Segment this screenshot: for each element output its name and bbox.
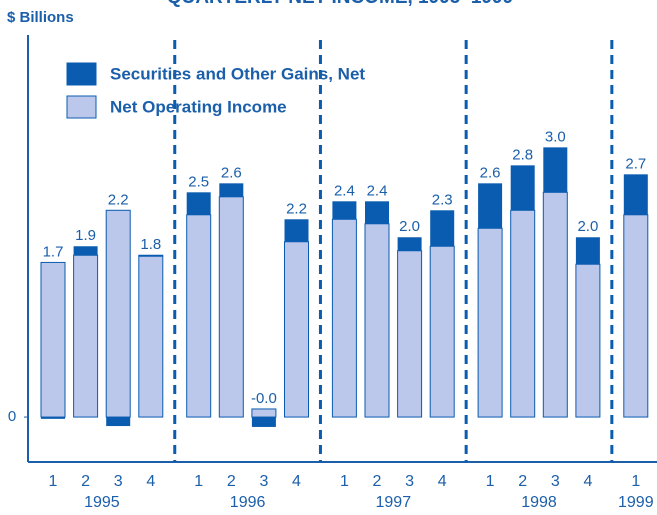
bar [623, 174, 648, 215]
data-label: 2.6 [221, 164, 242, 181]
bar [186, 192, 211, 215]
bar [73, 254, 99, 418]
year-label: 1995 [84, 494, 120, 511]
data-label: 2.5 [188, 173, 209, 190]
bar [397, 237, 422, 251]
bar [623, 214, 649, 418]
bar [510, 165, 535, 211]
x-tick-label: 3 [114, 473, 123, 490]
bar [218, 196, 244, 418]
data-label: 3.0 [545, 128, 566, 145]
year-label: 1996 [230, 494, 266, 511]
bar [477, 227, 503, 418]
year-label: 1998 [521, 494, 557, 511]
bar [41, 417, 65, 419]
bar [543, 147, 568, 193]
legend-swatch [66, 62, 97, 86]
bar [331, 218, 357, 418]
x-tick-label: 2 [227, 473, 236, 490]
data-label: 2.6 [480, 164, 501, 181]
x-tick-label: 3 [259, 473, 268, 490]
chart-title: QUARTERLY NET INCOME, 1995–1999 [167, 0, 513, 8]
data-label: 1.8 [140, 236, 161, 253]
data-label: 2.3 [432, 191, 453, 208]
data-label: 2.7 [625, 155, 646, 172]
x-tick-label: 1 [49, 473, 58, 490]
legend-label: Net Operating Income [110, 97, 287, 116]
bar [478, 183, 503, 229]
x-tick-label: 2 [81, 473, 90, 490]
y-tick-label: 0 [8, 408, 16, 425]
data-label: 1.9 [75, 227, 96, 244]
x-tick-label: 4 [146, 473, 155, 490]
x-tick-label: 1 [631, 473, 640, 490]
bar [332, 201, 357, 220]
legend-label: Securities and Other Gains, Net [110, 64, 365, 83]
bar [575, 263, 601, 418]
data-label: 2.4 [367, 182, 388, 199]
x-tick-label: 1 [486, 473, 495, 490]
year-label: 1999 [618, 494, 654, 511]
data-label: 2.4 [334, 182, 355, 199]
bar [542, 191, 568, 418]
x-tick-label: 1 [194, 473, 203, 490]
data-label: 2.0 [399, 218, 420, 235]
bar [430, 210, 455, 247]
legend-swatch [66, 95, 97, 119]
bar [429, 245, 455, 418]
bar [186, 214, 212, 418]
y-axis-label: $ Billions [7, 9, 74, 26]
x-tick-label: 2 [518, 473, 527, 490]
bar [284, 219, 309, 242]
x-tick-label: 1 [340, 473, 349, 490]
data-label: 2.2 [108, 191, 129, 208]
x-tick-label: 3 [405, 473, 414, 490]
bar [575, 237, 600, 265]
data-label: 2.2 [286, 200, 307, 217]
bar [251, 408, 277, 418]
bar [73, 246, 98, 256]
bar [364, 223, 390, 418]
x-tick-label: 2 [373, 473, 382, 490]
year-label: 1997 [376, 494, 412, 511]
bar [251, 417, 276, 427]
data-label: -0.0 [251, 390, 277, 407]
data-label: 1.7 [43, 243, 64, 260]
bar [106, 417, 131, 427]
bar [397, 250, 423, 418]
x-tick-label: 4 [438, 473, 447, 490]
x-tick-label: 4 [292, 473, 301, 490]
bar [365, 201, 389, 224]
bar [40, 261, 66, 418]
bar [138, 254, 164, 418]
data-label: 2.0 [577, 218, 598, 235]
x-tick-label: 4 [583, 473, 592, 490]
bar [138, 255, 163, 257]
bar [105, 209, 131, 418]
bar [284, 241, 309, 418]
data-label: 2.8 [512, 146, 533, 163]
bar [510, 209, 536, 418]
x-tick-label: 3 [551, 473, 560, 490]
bar [219, 183, 244, 197]
